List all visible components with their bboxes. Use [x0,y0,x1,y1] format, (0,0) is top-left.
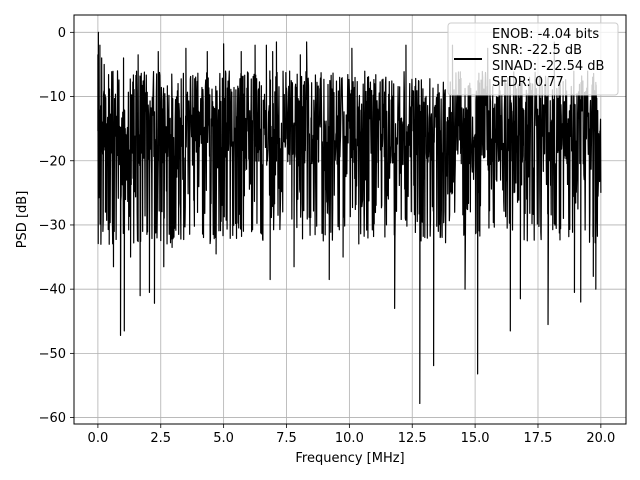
x-tick-label: 10.0 [335,431,364,446]
x-tick-label: 12.5 [398,431,427,446]
y-tick-label: −10 [39,90,66,105]
y-tick-label: −30 [39,218,66,233]
legend-entry-sinad: SINAD: -22.54 dB [492,59,604,74]
ticks: 0.0 2.5 5.0 7.5 10.0 12.5 15.0 17.5 20.0 0 −10 −20 −… [39,26,616,446]
legend-entry-enob: ENOB: -4.04 bits [492,27,599,42]
legend-box [447,22,619,96]
plot-area [97,31,602,405]
y-axis-label: PSD [dB] [15,191,30,249]
series-line-psd [97,31,602,405]
y-tick-label: −20 [39,154,66,169]
x-tick-label: 15.0 [461,431,490,446]
legend-entry-snr: SNR: -22.5 dB [492,43,582,58]
x-axis-label: Frequency [MHz] [295,451,404,466]
legend-entry-sfdr: SFDR: 0.77 [492,75,564,90]
x-tick-label: 2.5 [150,431,171,446]
x-tick-label: 20.0 [586,431,615,446]
y-tick-label: −60 [39,411,66,426]
y-tick-label: −50 [39,347,66,362]
x-tick-label: 5.0 [213,431,234,446]
plot-frame [73,14,627,425]
x-tick-label: 7.5 [276,431,297,446]
x-tick-label: 0.0 [88,431,109,446]
series-layer [97,31,602,405]
legend: ENOB: -4.04 bits SNR: -22.5 dB SINAD: -2… [447,22,619,96]
y-tick-label: −40 [39,283,66,298]
y-tick-label: 0 [58,26,66,41]
x-tick-label: 17.5 [524,431,553,446]
